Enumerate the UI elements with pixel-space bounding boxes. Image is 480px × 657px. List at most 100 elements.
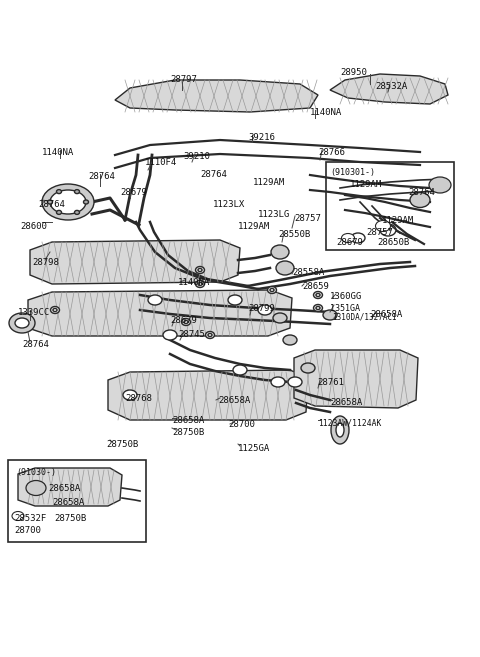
Polygon shape <box>330 74 448 104</box>
Text: 28768: 28768 <box>125 394 152 403</box>
Ellipse shape <box>208 334 212 336</box>
Ellipse shape <box>336 423 344 437</box>
Text: 1339CC: 1339CC <box>18 308 50 317</box>
Text: 28659: 28659 <box>302 282 329 291</box>
Text: (910301-): (910301-) <box>330 168 375 177</box>
Ellipse shape <box>48 200 52 204</box>
Text: 1140NA: 1140NA <box>42 148 74 157</box>
Ellipse shape <box>271 245 289 259</box>
Ellipse shape <box>184 321 188 323</box>
Ellipse shape <box>276 261 294 275</box>
Text: 28658A: 28658A <box>218 396 250 405</box>
Ellipse shape <box>271 377 285 387</box>
Text: 1140NA: 1140NA <box>310 108 342 117</box>
Ellipse shape <box>351 233 365 243</box>
Text: 1310DA/1327ACI: 1310DA/1327ACI <box>332 312 397 321</box>
Ellipse shape <box>267 286 276 294</box>
Polygon shape <box>294 350 418 408</box>
Text: 28764: 28764 <box>38 200 65 209</box>
Ellipse shape <box>410 193 430 208</box>
Ellipse shape <box>148 295 162 305</box>
Bar <box>8 460 146 542</box>
Text: 1125GA: 1125GA <box>238 444 270 453</box>
Text: 28799: 28799 <box>248 304 275 313</box>
Ellipse shape <box>323 310 337 320</box>
Text: 1123LG: 1123LG <box>258 210 290 219</box>
Text: 1129AM: 1129AM <box>253 178 285 187</box>
Ellipse shape <box>53 309 57 311</box>
Ellipse shape <box>163 330 177 340</box>
Text: (91030-): (91030-) <box>16 468 56 477</box>
Ellipse shape <box>15 318 29 328</box>
Ellipse shape <box>50 307 60 313</box>
Text: 1129AM: 1129AM <box>382 216 414 225</box>
Text: 28658A: 28658A <box>370 310 402 319</box>
Ellipse shape <box>42 184 94 220</box>
Ellipse shape <box>313 292 323 298</box>
Text: 28757: 28757 <box>366 228 393 237</box>
Ellipse shape <box>301 363 315 373</box>
Text: 28798: 28798 <box>32 258 59 267</box>
Text: 28750B: 28750B <box>106 440 138 449</box>
Text: 1110F4: 1110F4 <box>145 158 177 167</box>
Text: 28550B: 28550B <box>278 230 310 239</box>
Ellipse shape <box>74 190 80 194</box>
Text: 28679: 28679 <box>120 188 147 197</box>
Ellipse shape <box>375 221 391 231</box>
Text: 28658A: 28658A <box>172 416 204 425</box>
Ellipse shape <box>313 304 323 311</box>
Ellipse shape <box>341 233 355 242</box>
Ellipse shape <box>84 200 88 204</box>
Text: 28532F: 28532F <box>14 514 46 523</box>
Text: 28658A: 28658A <box>48 484 80 493</box>
Text: 28650B: 28650B <box>377 238 409 247</box>
Ellipse shape <box>429 177 451 193</box>
Text: 1360GG: 1360GG <box>330 292 362 301</box>
Text: 28761: 28761 <box>317 378 344 387</box>
Text: 28700: 28700 <box>228 420 255 429</box>
Ellipse shape <box>12 512 24 520</box>
Ellipse shape <box>258 305 272 315</box>
Text: 28558A: 28558A <box>292 268 324 277</box>
Polygon shape <box>115 80 318 112</box>
Text: 28600: 28600 <box>20 222 47 231</box>
Text: 28764: 28764 <box>200 170 227 179</box>
Text: 1351GA: 1351GA <box>330 304 360 313</box>
Ellipse shape <box>123 390 137 400</box>
Text: 28764: 28764 <box>88 172 115 181</box>
Text: 39216: 39216 <box>248 133 275 142</box>
Ellipse shape <box>228 295 242 305</box>
Polygon shape <box>30 240 240 284</box>
Ellipse shape <box>181 319 191 325</box>
Text: 28658A: 28658A <box>52 498 84 507</box>
Ellipse shape <box>205 332 215 338</box>
Text: 28950: 28950 <box>340 68 367 77</box>
Text: 28679: 28679 <box>336 238 363 247</box>
Ellipse shape <box>26 480 46 495</box>
Ellipse shape <box>195 267 204 273</box>
Text: 1129AM: 1129AM <box>350 180 382 189</box>
Text: 28766: 28766 <box>318 148 345 157</box>
Ellipse shape <box>233 365 247 375</box>
Ellipse shape <box>288 377 302 387</box>
Ellipse shape <box>316 294 320 296</box>
Text: 1129AM: 1129AM <box>238 222 270 231</box>
Ellipse shape <box>198 283 202 286</box>
Polygon shape <box>18 468 122 506</box>
Ellipse shape <box>50 190 86 214</box>
Text: 28757: 28757 <box>294 214 321 223</box>
Polygon shape <box>108 370 308 420</box>
Text: 28764: 28764 <box>408 188 435 197</box>
Ellipse shape <box>331 416 349 444</box>
Text: 28750B: 28750B <box>172 428 204 437</box>
Ellipse shape <box>273 313 287 323</box>
Ellipse shape <box>380 224 396 236</box>
Ellipse shape <box>270 288 274 292</box>
Bar <box>326 162 454 250</box>
Ellipse shape <box>316 307 320 309</box>
Text: 39210: 39210 <box>183 152 210 161</box>
Text: 1123LX: 1123LX <box>213 200 245 209</box>
Text: 1140NA: 1140NA <box>178 278 210 287</box>
Text: 28750B: 28750B <box>54 514 86 523</box>
Polygon shape <box>28 290 292 336</box>
